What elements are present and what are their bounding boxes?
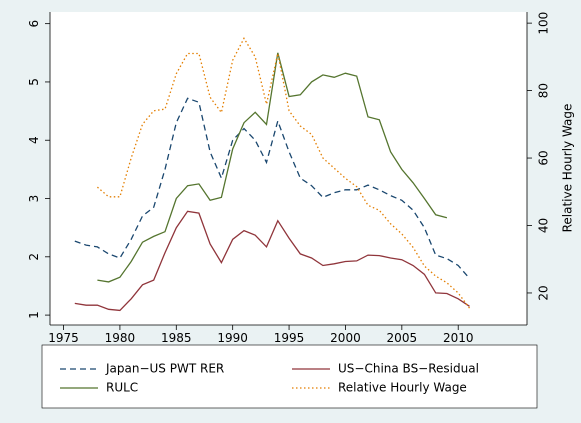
x-tick-label: 1985: [161, 331, 192, 345]
legend-label: Japan−US PWT RER: [105, 362, 224, 376]
y-tick-label: 2: [27, 253, 41, 261]
legend-label: Relative Hourly Wage: [338, 381, 467, 395]
x-tick-label: 2000: [330, 331, 361, 345]
plot-area: [50, 12, 527, 325]
series-line: [97, 52, 448, 283]
y2-tick-label: 40: [537, 218, 551, 233]
y-tick-label: 5: [27, 78, 41, 86]
x-tick-label: 1995: [274, 331, 305, 345]
y2-tick-label: 80: [537, 83, 551, 98]
y2-tick-label: 20: [537, 285, 551, 300]
y2-tick-label: 60: [537, 150, 551, 165]
legend-box: [41, 344, 538, 409]
x-tick-label: 2005: [387, 331, 418, 345]
y-tick-label: 4: [27, 136, 41, 144]
x-tick-label: 1990: [217, 331, 248, 345]
legend-label: US−China BS−Residual: [338, 362, 479, 376]
x-tick-label: 2010: [443, 331, 474, 345]
series-line: [96, 36, 471, 309]
y2-tick-label: 100: [537, 12, 551, 35]
y-tick-label: 6: [27, 20, 41, 28]
x-tick-label: 1975: [48, 331, 79, 345]
x-tick-label: 1980: [105, 331, 136, 345]
y2-axis-title: Relative Hourly Wage: [561, 104, 575, 233]
legend-label: RULC: [106, 381, 138, 395]
y-tick-label: 1: [27, 311, 41, 319]
y-tick-label: 3: [27, 195, 41, 203]
series-line: [74, 97, 470, 279]
series-line: [74, 210, 470, 312]
